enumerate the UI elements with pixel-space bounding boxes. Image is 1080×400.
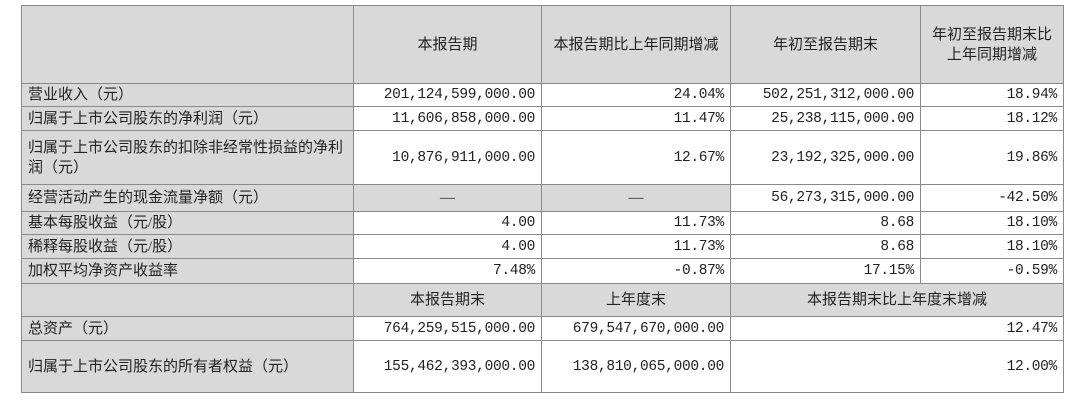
cell: 679,547,670,000.00 [541, 316, 731, 341]
cell: 12.47% [730, 316, 1064, 341]
cell: 4.00 [353, 234, 542, 259]
cell: 17.15% [730, 258, 921, 284]
row-label: 营业收入（元） [21, 83, 354, 107]
cell: -0.87% [541, 258, 731, 284]
cell: 11.73% [541, 211, 731, 235]
header-period-end: 本报告期末 [353, 283, 542, 317]
cell: 18.94% [920, 83, 1064, 107]
header-prior-year-end: 上年度末 [541, 283, 731, 317]
table-row: 稀释每股收益（元/股） 4.00 11.73% 8.68 18.10% [21, 234, 1064, 259]
row-label: 稀释每股收益（元/股） [21, 234, 354, 259]
cell: 11.47% [541, 106, 731, 131]
table-row: 加权平均净资产收益率 7.48% -0.87% 17.15% -0.59% [21, 258, 1064, 284]
row-label: 归属于上市公司股东的所有者权益（元） [21, 340, 354, 393]
cell: 18.10% [920, 234, 1064, 259]
table-row: 基本每股收益（元/股） 4.00 11.73% 8.68 18.10% [21, 211, 1064, 235]
header-ytd-yoy: 年初至报告期末比上年同期增减 [920, 5, 1064, 84]
row-label: 归属于上市公司股东的扣除非经常性损益的净利润（元） [21, 130, 354, 185]
cell-dash: — [541, 184, 731, 212]
cell: 56,273,315,000.00 [730, 184, 921, 212]
cell-dash: — [353, 184, 542, 212]
table-row: 营业收入（元） 201,124,599,000.00 24.04% 502,25… [21, 83, 1064, 107]
cell: 19.86% [920, 130, 1064, 185]
header-blank [21, 283, 354, 317]
header-row: 本报告期 本报告期比上年同期增减 年初至报告期末 年初至报告期末比上年同期增减 [21, 5, 1064, 84]
cell: 8.68 [730, 211, 921, 235]
cell: 12.67% [541, 130, 731, 185]
table-row: 经营活动产生的现金流量净额（元） — — 56,273,315,000.00 -… [21, 184, 1064, 212]
table-row: 总资产（元） 764,259,515,000.00 679,547,670,00… [21, 316, 1064, 341]
cell: 764,259,515,000.00 [353, 316, 542, 341]
cell: 7.48% [353, 258, 542, 284]
table-row: 归属于上市公司股东的扣除非经常性损益的净利润（元） 10,876,911,000… [21, 130, 1064, 185]
cell: 24.04% [541, 83, 731, 107]
header-current-period: 本报告期 [353, 5, 542, 84]
row-label: 加权平均净资产收益率 [21, 258, 354, 284]
table-row: 归属于上市公司股东的净利润（元） 11,606,858,000.00 11.47… [21, 106, 1064, 131]
cell: -42.50% [920, 184, 1064, 212]
header-current-period-yoy: 本报告期比上年同期增减 [541, 5, 731, 84]
cell: -0.59% [920, 258, 1064, 284]
cell: 201,124,599,000.00 [353, 83, 542, 107]
cell: 12.00% [730, 340, 1064, 393]
cell: 11,606,858,000.00 [353, 106, 542, 131]
cell: 8.68 [730, 234, 921, 259]
cell: 18.12% [920, 106, 1064, 131]
header-row-2: 本报告期末 上年度末 本报告期末比上年度末增减 [21, 283, 1064, 317]
header-ytd: 年初至报告期末 [730, 5, 921, 84]
cell: 23,192,325,000.00 [730, 130, 921, 185]
cell: 502,251,312,000.00 [730, 83, 921, 107]
row-label: 归属于上市公司股东的净利润（元） [21, 106, 354, 131]
cell: 25,238,115,000.00 [730, 106, 921, 131]
cell: 155,462,393,000.00 [353, 340, 542, 393]
table-row: 归属于上市公司股东的所有者权益（元） 155,462,393,000.00 13… [21, 340, 1064, 393]
cell: 18.10% [920, 211, 1064, 235]
header-blank [21, 5, 354, 84]
row-label: 总资产（元） [21, 316, 354, 341]
financial-summary-table: 本报告期 本报告期比上年同期增减 年初至报告期末 年初至报告期末比上年同期增减 … [21, 5, 1064, 393]
row-label: 基本每股收益（元/股） [21, 211, 354, 235]
row-label: 经营活动产生的现金流量净额（元） [21, 184, 354, 212]
cell: 4.00 [353, 211, 542, 235]
cell: 10,876,911,000.00 [353, 130, 542, 185]
cell: 138,810,065,000.00 [541, 340, 731, 393]
cell: 11.73% [541, 234, 731, 259]
header-change-vs-year-end: 本报告期末比上年度末增减 [730, 283, 1064, 317]
